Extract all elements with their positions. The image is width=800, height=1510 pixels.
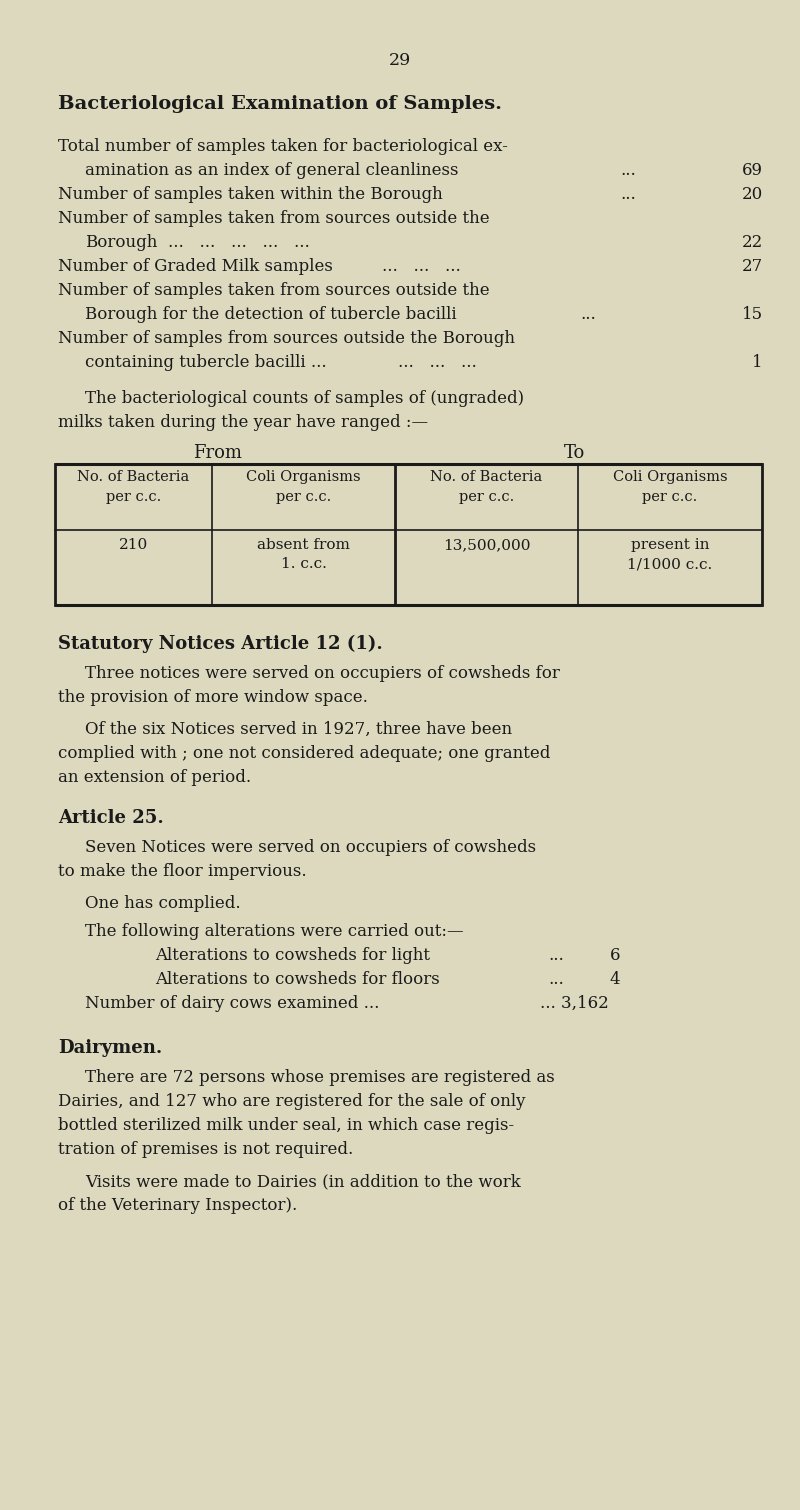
Text: milks taken during the year have ranged :—: milks taken during the year have ranged … <box>58 414 428 430</box>
Text: of the Veterinary Inspector).: of the Veterinary Inspector). <box>58 1197 298 1214</box>
Text: 1: 1 <box>752 353 763 371</box>
Text: 20: 20 <box>742 186 763 202</box>
Text: amination as an index of general cleanliness: amination as an index of general cleanli… <box>85 162 458 180</box>
Text: ...: ... <box>620 186 636 202</box>
Text: 210: 210 <box>119 538 148 553</box>
Text: absent from
1. c.c.: absent from 1. c.c. <box>257 538 350 571</box>
Text: Number of dairy cows examined ...: Number of dairy cows examined ... <box>85 995 379 1012</box>
Text: containing tubercle bacilli ...: containing tubercle bacilli ... <box>85 353 326 371</box>
Text: 15: 15 <box>742 307 763 323</box>
Text: ...   ...   ...: ... ... ... <box>382 258 461 275</box>
Text: Article 25.: Article 25. <box>58 809 164 827</box>
Text: 69: 69 <box>742 162 763 180</box>
Text: complied with ; one not considered adequate; one granted: complied with ; one not considered adequ… <box>58 744 550 763</box>
Text: Borough: Borough <box>85 234 158 251</box>
Text: Number of Graded Milk samples: Number of Graded Milk samples <box>58 258 333 275</box>
Text: an extension of period.: an extension of period. <box>58 769 251 787</box>
Text: Visits were made to Dairies (in addition to the work: Visits were made to Dairies (in addition… <box>85 1173 521 1190</box>
Text: No. of Bacteria
per c.c.: No. of Bacteria per c.c. <box>78 470 190 503</box>
Text: ...   ...   ...   ...   ...: ... ... ... ... ... <box>168 234 310 251</box>
Text: Bacteriological Examination of Samples.: Bacteriological Examination of Samples. <box>58 95 502 113</box>
Text: ...   ...   ...: ... ... ... <box>398 353 477 371</box>
Text: ...: ... <box>548 947 564 963</box>
Text: Alterations to cowsheds for floors: Alterations to cowsheds for floors <box>155 971 440 988</box>
Text: bottled sterilized milk under seal, in which case regis-: bottled sterilized milk under seal, in w… <box>58 1117 514 1134</box>
Text: Statutory Notices Article 12 (1).: Statutory Notices Article 12 (1). <box>58 636 382 654</box>
Text: present in
1/1000 c.c.: present in 1/1000 c.c. <box>627 538 713 571</box>
Text: ... 3,162: ... 3,162 <box>540 995 609 1012</box>
Text: Alterations to cowsheds for light: Alterations to cowsheds for light <box>155 947 430 963</box>
Text: the provision of more window space.: the provision of more window space. <box>58 689 368 707</box>
Text: There are 72 persons whose premises are registered as: There are 72 persons whose premises are … <box>85 1069 554 1086</box>
Text: Total number of samples taken for bacteriological ex-: Total number of samples taken for bacter… <box>58 137 508 156</box>
Text: The bacteriological counts of samples of (ungraded): The bacteriological counts of samples of… <box>85 390 524 408</box>
Text: Number of samples taken from sources outside the: Number of samples taken from sources out… <box>58 210 490 226</box>
Text: Coli Organisms
per c.c.: Coli Organisms per c.c. <box>613 470 727 503</box>
Text: tration of premises is not required.: tration of premises is not required. <box>58 1142 354 1158</box>
Text: Three notices were served on occupiers of cowsheds for: Three notices were served on occupiers o… <box>85 664 560 683</box>
Text: 27: 27 <box>742 258 763 275</box>
Text: Of the six Notices served in 1927, three have been: Of the six Notices served in 1927, three… <box>85 720 512 738</box>
Text: Number of samples taken from sources outside the: Number of samples taken from sources out… <box>58 282 490 299</box>
Text: To: To <box>564 444 586 462</box>
Text: Number of samples taken within the Borough: Number of samples taken within the Borou… <box>58 186 442 202</box>
Text: ...: ... <box>580 307 596 323</box>
Text: One has complied.: One has complied. <box>85 895 241 912</box>
Text: 13,500,000: 13,500,000 <box>442 538 530 553</box>
Text: Seven Notices were served on occupiers of cowsheds: Seven Notices were served on occupiers o… <box>85 840 536 856</box>
Text: 22: 22 <box>742 234 763 251</box>
Text: From: From <box>194 444 242 462</box>
Text: 29: 29 <box>389 51 411 69</box>
Text: Number of samples from sources outside the Borough: Number of samples from sources outside t… <box>58 331 515 347</box>
Text: No. of Bacteria
per c.c.: No. of Bacteria per c.c. <box>430 470 542 503</box>
Text: Dairies, and 127 who are registered for the sale of only: Dairies, and 127 who are registered for … <box>58 1093 526 1110</box>
Text: Dairymen.: Dairymen. <box>58 1039 162 1057</box>
Text: 4: 4 <box>610 971 620 988</box>
Text: to make the floor impervious.: to make the floor impervious. <box>58 864 306 880</box>
Text: ...: ... <box>620 162 636 180</box>
Text: Borough for the detection of tubercle bacilli: Borough for the detection of tubercle ba… <box>85 307 457 323</box>
Text: The following alterations were carried out:—: The following alterations were carried o… <box>85 923 464 941</box>
Text: Coli Organisms
per c.c.: Coli Organisms per c.c. <box>246 470 361 503</box>
Text: ...: ... <box>548 971 564 988</box>
Text: 6: 6 <box>610 947 620 963</box>
